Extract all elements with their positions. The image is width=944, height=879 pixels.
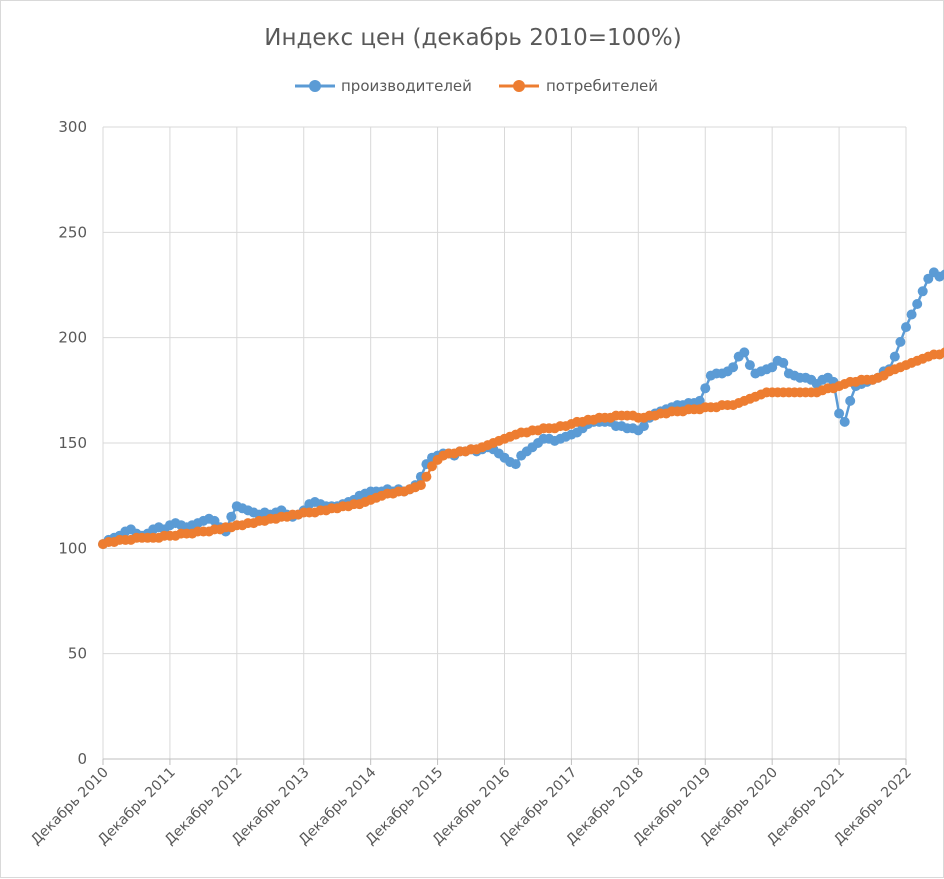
y-tick-label: 200 [58, 329, 87, 347]
data-point [834, 409, 844, 419]
legend: производителей потребителей [295, 77, 658, 95]
y-tick-label: 250 [58, 223, 87, 241]
legend-marker-producers [309, 80, 321, 92]
legend-item-producers[interactable]: производителей [295, 77, 472, 95]
data-point [907, 310, 917, 320]
data-point [745, 360, 755, 370]
series-line [103, 289, 944, 544]
gridlines [103, 127, 906, 765]
series-line [103, 173, 944, 544]
series-consumers [98, 284, 944, 549]
data-point [912, 299, 922, 309]
legend-label-producers: производителей [341, 77, 472, 95]
legend-item-consumers[interactable]: потребителей [499, 77, 658, 95]
y-tick-label: 50 [68, 645, 87, 663]
data-point [421, 472, 431, 482]
series-layer [98, 168, 944, 549]
y-axis-ticks: 0 50 100 150 200 250 300 [58, 118, 87, 768]
data-point [416, 480, 426, 490]
data-point [845, 396, 855, 406]
series-producers [98, 168, 944, 549]
data-point [895, 337, 905, 347]
y-tick-label: 100 [58, 539, 87, 557]
data-point [890, 352, 900, 362]
y-tick-label: 300 [58, 118, 87, 136]
data-point [778, 358, 788, 368]
y-tick-label: 150 [58, 434, 87, 452]
legend-label-consumers: потребителей [546, 77, 658, 95]
data-point [700, 383, 710, 393]
data-point [739, 347, 749, 357]
data-point [226, 512, 236, 522]
data-point [511, 459, 521, 469]
data-point [840, 417, 850, 427]
data-point [901, 322, 911, 332]
legend-marker-consumers [513, 80, 525, 92]
data-point [918, 286, 928, 296]
y-tick-label: 0 [77, 750, 87, 768]
data-point [728, 362, 738, 372]
chart-title: Индекс цен (декабрь 2010=100%) [264, 25, 682, 51]
